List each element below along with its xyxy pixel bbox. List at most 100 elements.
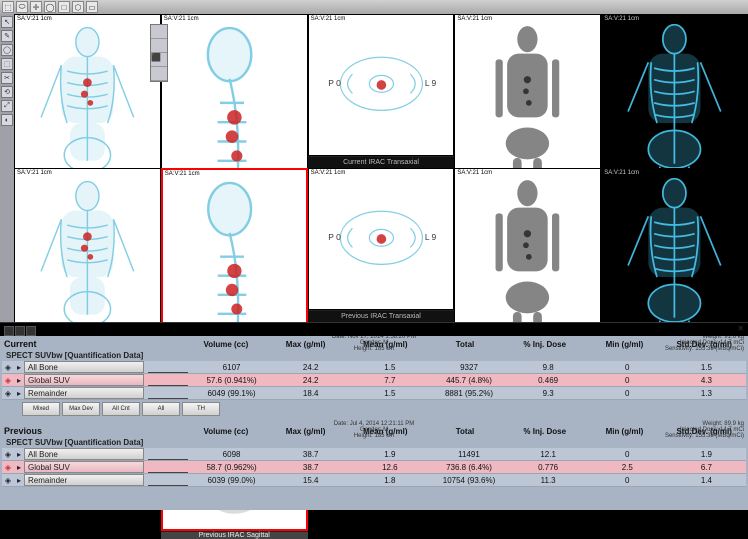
expand-icon[interactable]: ▸	[14, 448, 24, 460]
view-panel-1-2[interactable]: L 9 P 0 SA:V:21 1cm	[308, 168, 455, 310]
side-btn-4[interactable]: ✂	[1, 72, 13, 84]
toolbar-btn-2[interactable]: ✛	[30, 1, 42, 13]
meta-right: Weight: 91.6 kg Injected Dose: 14.7 mCi …	[604, 336, 744, 352]
col-hdr: % Inj. Dose	[505, 427, 585, 436]
cell: 6039 (99.0%)	[192, 474, 271, 486]
side-btn-3[interactable]: ⬚	[1, 58, 13, 70]
panel-label: Previous IRAC Transaxial	[308, 310, 455, 322]
cell: 1.5	[350, 387, 429, 399]
data-row[interactable]: ◈▸Global SUV57.6 (0.941%)24.27.7445.7 (4…	[2, 374, 746, 387]
action-btn-0[interactable]: Mixed	[22, 402, 60, 416]
row-marker[interactable]: ◈	[2, 361, 14, 373]
data-row[interactable]: ◈▸All Bone609838.71.91149112.101.9	[2, 448, 746, 461]
float-btn-1[interactable]: •	[151, 39, 167, 53]
row-marker[interactable]: ◈	[2, 461, 14, 473]
panel-hdr: SA:V:21 1cm	[604, 170, 639, 176]
expand-icon[interactable]: ▸	[14, 374, 24, 386]
floating-tool-palette[interactable]: ↕•⬛↔	[150, 24, 168, 82]
cell: 38.7	[271, 448, 350, 460]
side-btn-7[interactable]: ◐	[1, 114, 13, 126]
row-label[interactable]: Remainder	[24, 387, 144, 399]
tab-3[interactable]	[26, 326, 36, 336]
cell: 12.6	[350, 461, 429, 473]
quant-data-area: ✕ CurrentVolume (cc)Max (g/ml)Mean (g/ml…	[0, 322, 748, 510]
row-marker[interactable]: ◈	[2, 474, 14, 486]
expand-icon[interactable]: ▸	[14, 474, 24, 486]
cell: 24.2	[271, 361, 350, 373]
cell: 18.4	[271, 387, 350, 399]
top-toolbar: ⬚⬭✛◯□⬡▭	[0, 0, 748, 14]
row-label[interactable]: All Bone	[24, 361, 144, 373]
side-btn-0[interactable]: ↖	[1, 16, 13, 28]
row-label[interactable]: Global SUV	[24, 461, 144, 473]
button-row: MixedMax DevAll CntAllTH	[2, 400, 746, 418]
row-marker[interactable]: ◈	[2, 387, 14, 399]
toolbar-btn-5[interactable]: ⬡	[72, 1, 84, 13]
viewer-row-previous: SA:V:21 1cmIM:79Previous IRAC Coronal SA…	[0, 168, 748, 322]
svg-text:L 9: L 9	[424, 78, 436, 88]
side-btn-6[interactable]: ⤢	[1, 100, 13, 112]
float-btn-0[interactable]: ↕	[151, 25, 167, 39]
side-btn-1[interactable]: ✎	[1, 30, 13, 42]
svg-text:P 0: P 0	[328, 78, 341, 88]
panel-hdr: SA:V:21 1cm	[457, 16, 492, 22]
cell: 0	[588, 387, 667, 399]
data-row[interactable]: ◈▸Remainder 6049 (99.1%)18.41.58881 (95.2…	[2, 387, 746, 400]
toolbar-btn-0[interactable]: ⬚	[2, 1, 14, 13]
action-btn-4[interactable]: TH	[182, 402, 220, 416]
cell: 6098	[192, 448, 271, 460]
expand-icon[interactable]: ▸	[14, 387, 24, 399]
data-row[interactable]: ◈▸All Bone610724.21.593279.801.5	[2, 361, 746, 374]
cell: 9.8	[509, 361, 588, 373]
viewer-row-current: ↖✎◯⬚✂⟲⤢◐ SA:V:21 1cmIM:52Current IRAC Co…	[0, 14, 748, 168]
block-title-0: Current	[4, 339, 186, 349]
cell: 1.5	[667, 361, 746, 373]
cell: 10754 (93.6%)	[429, 474, 508, 486]
float-btn-3[interactable]: ↔	[151, 67, 167, 81]
cell: 8881 (95.2%)	[429, 387, 508, 399]
cell: 445.7 (4.8%)	[429, 374, 508, 386]
app-root: ⬚⬭✛◯□⬡▭ ↖✎◯⬚✂⟲⤢◐ SA:V:21 1cmIM:52Current…	[0, 0, 748, 510]
data-row[interactable]: ◈▸Global SUV58.7 (0.962%)38.712.6736.8 (…	[2, 461, 746, 474]
side-btn-2[interactable]: ◯	[1, 44, 13, 56]
panel-hdr: SA:V:21 1cm	[17, 170, 52, 176]
meta-right: Weight: 89.9 kg Injected Dose: 14.7 mCi …	[604, 421, 744, 439]
action-btn-1[interactable]: Max Dev	[62, 402, 100, 416]
meta-center: Date: Jul 4, 2014 12:21:11 PM Gender: M …	[304, 421, 444, 439]
cell: 6049 (99.1%)	[192, 387, 271, 399]
panel-hdr: SA:V:21 1cm	[164, 16, 199, 22]
svg-text:L 9: L 9	[424, 232, 436, 242]
meta-center: Date: Nov 27, 2014 1:58:20 PM Gender: M …	[304, 336, 444, 352]
cell: 1.9	[350, 448, 429, 460]
expand-icon[interactable]: ▸	[14, 361, 24, 373]
col-hdr: Volume (cc)	[186, 427, 266, 436]
side-btn-5[interactable]: ⟲	[1, 86, 13, 98]
row-label[interactable]: All Bone	[24, 448, 144, 460]
tab-1[interactable]	[4, 326, 14, 336]
panel-label: Current IRAC Transaxial	[308, 156, 455, 168]
action-btn-2[interactable]: All Cnt	[102, 402, 140, 416]
toolbar-btn-3[interactable]: ◯	[44, 1, 56, 13]
close-icon[interactable]: ✕	[737, 324, 744, 333]
cell: 0	[588, 474, 667, 486]
row-label[interactable]: Global SUV	[24, 374, 144, 386]
svg-text:P 0: P 0	[328, 232, 341, 242]
cell: 0	[588, 374, 667, 386]
action-btn-3[interactable]: All	[142, 402, 180, 416]
cell: 0.469	[509, 374, 588, 386]
toolbar-btn-6[interactable]: ▭	[86, 1, 98, 13]
row-label[interactable]: Remainder	[24, 474, 144, 486]
expand-icon[interactable]: ▸	[14, 461, 24, 473]
data-row[interactable]: ◈▸Remainder6039 (99.0%)15.41.810754 (93.…	[2, 474, 746, 487]
toolbar-btn-1[interactable]: ⬭	[16, 1, 28, 13]
row-marker[interactable]: ◈	[2, 448, 14, 460]
float-btn-2[interactable]: ⬛	[151, 53, 167, 67]
panel-label: Previous IRAC Sagittal	[161, 531, 308, 539]
cell: 736.8 (6.4%)	[429, 461, 508, 473]
toolbar-btn-4[interactable]: □	[58, 1, 70, 13]
row-marker[interactable]: ◈	[2, 374, 14, 386]
cell: 0	[588, 361, 667, 373]
block-title-1: Previous	[4, 426, 186, 436]
view-panel-0-2[interactable]: L 9 P 0 SA:V:21 1cm	[308, 14, 455, 156]
tab-2[interactable]	[15, 326, 25, 336]
